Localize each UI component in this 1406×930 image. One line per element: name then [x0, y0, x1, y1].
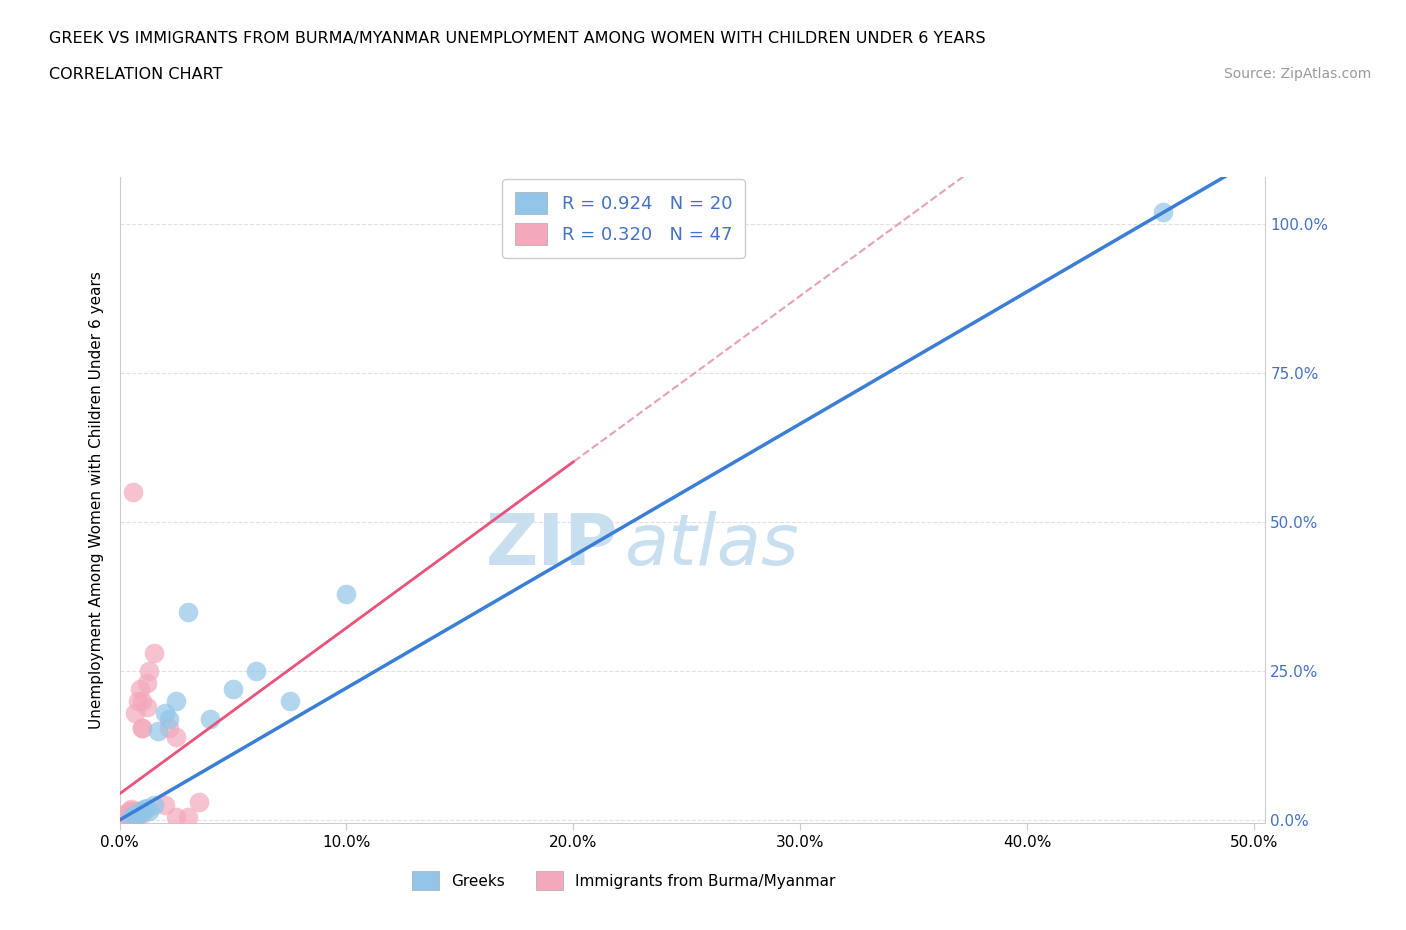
Point — [117, 810, 139, 825]
Point — [122, 485, 145, 499]
Point — [112, 811, 135, 826]
Point — [200, 711, 222, 726]
Point — [142, 798, 165, 813]
Point — [278, 694, 301, 709]
Point — [159, 721, 181, 736]
Point — [124, 705, 146, 720]
Point — [124, 808, 146, 823]
Text: CORRELATION CHART: CORRELATION CHART — [49, 67, 222, 82]
Point — [115, 809, 138, 824]
Point — [134, 802, 156, 817]
Point — [165, 694, 187, 709]
Point — [115, 806, 138, 821]
Point — [135, 801, 157, 816]
Point — [335, 586, 357, 601]
Text: atlas: atlas — [624, 511, 799, 579]
Point — [122, 809, 145, 824]
Point — [131, 721, 153, 736]
Point — [153, 705, 176, 720]
Point — [127, 806, 149, 821]
Point — [120, 810, 142, 825]
Point — [131, 806, 153, 821]
Point — [165, 729, 187, 744]
Point — [115, 812, 138, 827]
Point — [124, 804, 146, 818]
Point — [142, 645, 165, 660]
Point — [117, 806, 139, 821]
Point — [131, 721, 153, 736]
Y-axis label: Unemployment Among Women with Children Under 6 years: Unemployment Among Women with Children U… — [89, 271, 104, 729]
Point — [131, 694, 153, 709]
Point — [120, 808, 142, 823]
Point — [165, 810, 187, 825]
Point — [129, 682, 152, 697]
Point — [112, 809, 135, 824]
Point — [135, 675, 157, 690]
Point — [120, 805, 142, 820]
Point — [122, 806, 145, 821]
Point — [124, 806, 146, 821]
Point — [122, 810, 145, 825]
Point — [159, 711, 181, 726]
Point — [112, 808, 135, 823]
Text: Source: ZipAtlas.com: Source: ZipAtlas.com — [1223, 67, 1371, 81]
Point — [176, 810, 198, 825]
Point — [122, 804, 145, 818]
Point — [127, 694, 149, 709]
Legend: Greeks, Immigrants from Burma/Myanmar: Greeks, Immigrants from Burma/Myanmar — [405, 865, 842, 897]
Point — [1152, 205, 1174, 219]
Point — [111, 812, 134, 827]
Point — [120, 810, 142, 825]
Point — [120, 802, 142, 817]
Point — [127, 808, 149, 823]
Point — [124, 805, 146, 820]
Point — [117, 808, 139, 823]
Point — [129, 805, 152, 820]
Point — [138, 664, 160, 679]
Point — [117, 804, 139, 818]
Point — [176, 604, 198, 619]
Point — [153, 798, 176, 813]
Point — [111, 810, 134, 825]
Point — [187, 795, 209, 810]
Point — [115, 810, 138, 825]
Point — [131, 804, 153, 818]
Point — [135, 699, 157, 714]
Text: ZIP: ZIP — [485, 511, 619, 579]
Point — [127, 804, 149, 818]
Point — [117, 811, 139, 826]
Point — [120, 811, 142, 826]
Text: GREEK VS IMMIGRANTS FROM BURMA/MYANMAR UNEMPLOYMENT AMONG WOMEN WITH CHILDREN UN: GREEK VS IMMIGRANTS FROM BURMA/MYANMAR U… — [49, 31, 986, 46]
Point — [138, 804, 160, 818]
Point — [146, 724, 169, 738]
Point — [222, 682, 245, 697]
Point — [245, 664, 267, 679]
Point — [129, 804, 152, 818]
